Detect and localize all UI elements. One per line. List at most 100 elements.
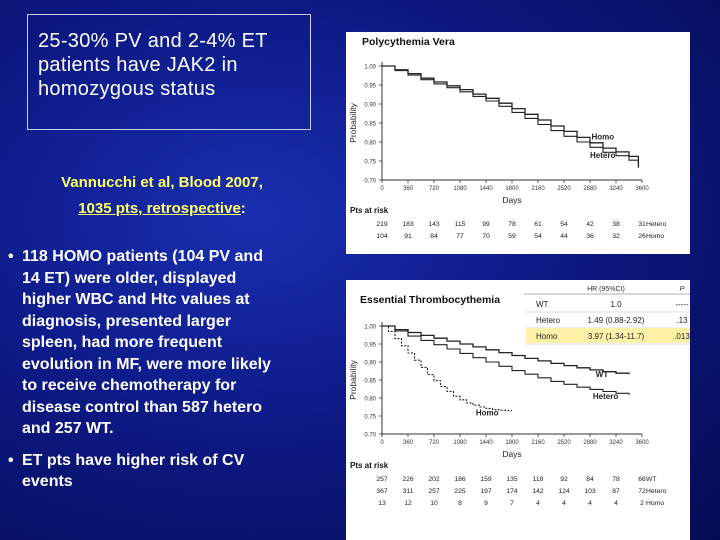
y-tick-label: 0.70 bbox=[364, 179, 376, 185]
x-tick-label: 2880 bbox=[583, 440, 597, 446]
risk-table-cell: 84 bbox=[586, 476, 594, 483]
risk-table-cell: 26 bbox=[638, 233, 646, 240]
risk-table-cell: 54 bbox=[560, 221, 568, 228]
slide-title-line: patients have JAK2 in bbox=[38, 54, 238, 76]
x-tick-label: 2880 bbox=[583, 186, 597, 192]
risk-table-cell: 219 bbox=[376, 221, 388, 228]
bullet-item: • 118 HOMO patients (104 PV and 14 ET) w… bbox=[8, 246, 308, 440]
risk-table-cell: 4 bbox=[614, 500, 618, 507]
risk-table-cell: 225 bbox=[454, 488, 466, 495]
risk-table-cell: 61 bbox=[534, 221, 542, 228]
risk-table-cell: 143 bbox=[428, 221, 440, 228]
risk-table-cell: 8 bbox=[458, 500, 462, 507]
bullet-line: and 257 WT. bbox=[22, 420, 114, 437]
risk-table-cell: 10 bbox=[430, 500, 438, 507]
risk-table-cell: 13 bbox=[378, 500, 386, 507]
bullet-line: 14 ET) were older, displayed bbox=[22, 269, 237, 287]
citation-colon: : bbox=[240, 200, 246, 217]
pv-survival-chart: Polycythemia Vera 1.00 0.95 0.90 0.85 0.80 0.7… bbox=[348, 36, 667, 240]
risk-table-cell: 59 bbox=[508, 233, 516, 240]
risk-table-cell: 311 bbox=[403, 488, 414, 495]
risk-table-cell: 99 bbox=[482, 221, 490, 228]
curve-label: Hetero bbox=[590, 151, 615, 160]
risk-table-cell: 12 bbox=[404, 500, 412, 507]
x-tick-label: 3600 bbox=[635, 186, 649, 192]
et-survival-chart: Essential Thrombocythemia 1.0 0 0.95 0.90 0.8… bbox=[348, 284, 690, 507]
hr-table-p: .13 bbox=[676, 316, 688, 325]
y-tick-label: 0.80 bbox=[364, 397, 376, 403]
hr-table-row-label: Homo bbox=[536, 332, 558, 341]
y-tick-label: 0.95 bbox=[364, 343, 376, 349]
y-tick-label: 0.95 bbox=[364, 84, 376, 90]
y-tick-label: 0.80 bbox=[364, 141, 376, 147]
citation-underlined: 1035 pts, retrospective bbox=[78, 200, 241, 217]
risk-table-cell: 91 bbox=[404, 233, 412, 240]
hr-table-row-label: Hetero bbox=[536, 316, 561, 325]
x-tick-label: 1800 bbox=[505, 440, 519, 446]
y-tick-label: 0.75 bbox=[364, 160, 376, 166]
x-axis-label: Days bbox=[502, 449, 521, 459]
risk-table-cell: 2 bbox=[640, 500, 644, 507]
bullet-line: ET pts have higher risk of CV bbox=[22, 451, 245, 469]
citation-line: 1035 pts, retrospective: bbox=[22, 196, 302, 222]
x-tick-label: 3600 bbox=[635, 440, 649, 446]
chart-title: Essential Thrombocythemia bbox=[360, 294, 500, 306]
y-tick-label: 0.85 bbox=[364, 379, 376, 385]
x-tick-label: 2520 bbox=[557, 440, 571, 446]
slide-title-line: homozygous status bbox=[38, 78, 216, 100]
risk-table-cell: 72 bbox=[638, 488, 646, 495]
curve-label: Homo bbox=[476, 408, 499, 417]
hr-table-hr: 3.97 (1.34-11.7) bbox=[588, 332, 645, 341]
risk-table-cell: 66 bbox=[638, 476, 646, 483]
risk-table-cell: 31 bbox=[638, 221, 646, 228]
risk-table-cell: 70 bbox=[482, 233, 490, 240]
x-tick-label: 3240 bbox=[609, 440, 623, 446]
bullet-list: • 118 HOMO patients (104 PV and 14 ET) w… bbox=[8, 246, 308, 493]
risk-table-cell: 142 bbox=[532, 488, 544, 495]
risk-table-cell: 84 bbox=[430, 233, 438, 240]
risk-table-cell: 42 bbox=[586, 221, 594, 228]
curve-label: Homo bbox=[591, 132, 614, 141]
y-tick-label: 0.90 bbox=[364, 361, 376, 367]
x-tick-label: 2160 bbox=[531, 186, 545, 192]
x-tick-label: 360 bbox=[403, 186, 414, 192]
risk-table-cell: 38 bbox=[612, 221, 620, 228]
bullet-line: events bbox=[22, 473, 73, 490]
risk-table-cell: 4 bbox=[588, 500, 592, 507]
risk-table-cell: 36 bbox=[586, 233, 594, 240]
x-tick-label: 1440 bbox=[479, 186, 493, 192]
risk-table-cell: 78 bbox=[612, 476, 620, 483]
risk-table-cell: 197 bbox=[480, 488, 492, 495]
risk-table-row-label: WT bbox=[646, 476, 657, 483]
x-axis-label: Days bbox=[502, 195, 521, 205]
citation: Vannucchi et al, Blood 2007, 1035 pts, r… bbox=[22, 170, 302, 222]
risk-table-cell: 4 bbox=[562, 500, 566, 507]
bullet-marker: • bbox=[8, 248, 14, 265]
series-line-hetero bbox=[382, 65, 639, 164]
x-tick-label: 3240 bbox=[609, 186, 623, 192]
risk-table-cell: 32 bbox=[612, 233, 620, 240]
bullet-line: 118 HOMO patients (104 PV and bbox=[22, 248, 263, 265]
bullet-line: to receive chemotherapy for bbox=[22, 377, 237, 394]
x-tick-label: 360 bbox=[403, 440, 414, 446]
risk-table-cell: 226 bbox=[402, 476, 414, 483]
bullet-line: spleen, had more frequent bbox=[22, 334, 223, 351]
risk-table-cell: 44 bbox=[560, 233, 568, 240]
risk-table-cell: 257 bbox=[376, 476, 388, 483]
x-tick-label: 720 bbox=[429, 186, 440, 192]
hr-table-p: ----- bbox=[675, 300, 689, 309]
x-tick-label: 0 bbox=[380, 440, 384, 446]
hr-table-hr: 1.0 bbox=[610, 300, 622, 309]
y-tick-label: 0.70 bbox=[364, 433, 376, 439]
pv-chart-panel: Polycythemia Vera 1.00 0.95 0.90 0.85 0.80 0.7… bbox=[346, 32, 690, 254]
y-tick-label: 0.75 bbox=[364, 415, 376, 421]
hr-table-p: .013 bbox=[674, 332, 690, 341]
bullet-line: disease control than 587 hetero bbox=[22, 398, 263, 416]
risk-table-cell: 202 bbox=[428, 476, 440, 483]
y-tick-label: 0.85 bbox=[364, 122, 376, 128]
bullet-marker: • bbox=[8, 451, 14, 469]
x-tick-label: 1080 bbox=[453, 186, 467, 192]
x-tick-label: 720 bbox=[429, 440, 440, 446]
risk-table-cell: 135 bbox=[506, 476, 518, 483]
citation-line: Vannucchi et al, Blood 2007, bbox=[61, 174, 263, 191]
